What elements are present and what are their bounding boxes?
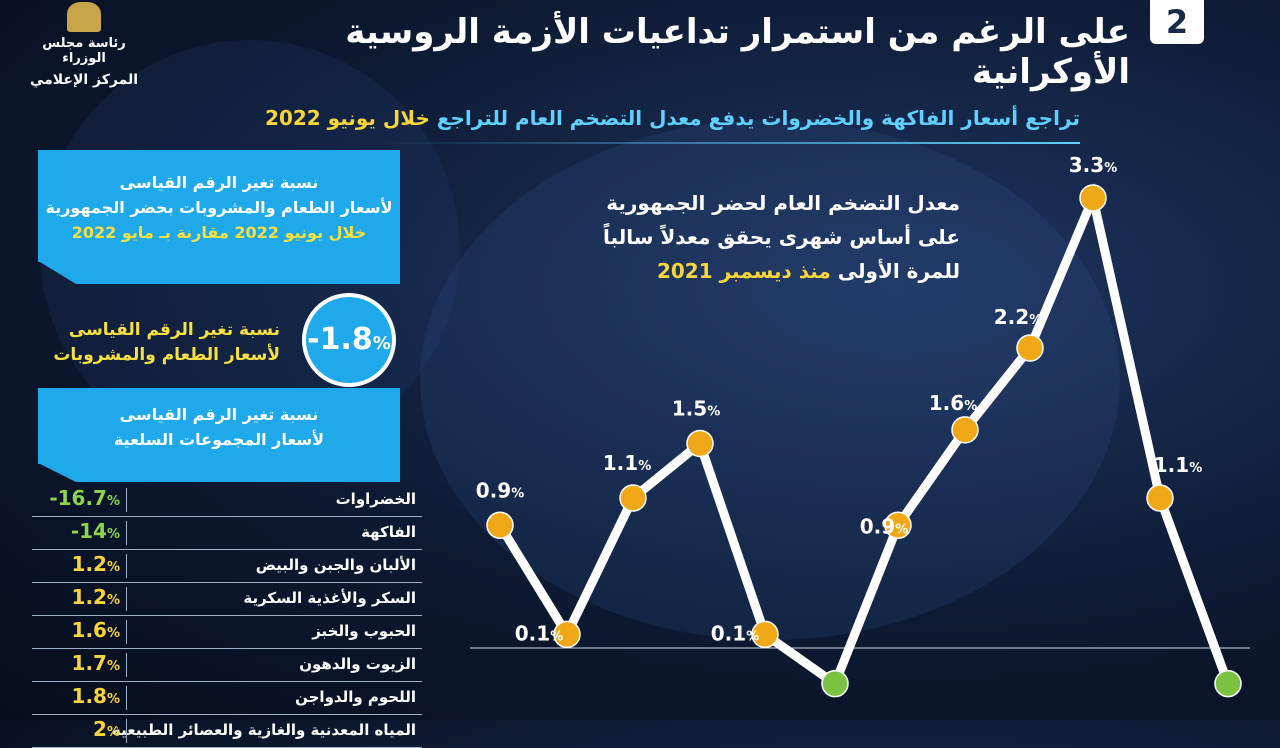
row-separator xyxy=(126,521,127,545)
food-label-line2: لأسعار الطعام والمشروبات xyxy=(53,345,280,365)
inflation-line-chart: 0.9%0.1%1.1%1.5%0.1%-0.1%0.9%1.6%2.2%3.3… xyxy=(470,153,1250,698)
commodity-value: 1.2% xyxy=(71,585,120,609)
food-change-value: -1.8 xyxy=(307,322,373,357)
row-separator xyxy=(126,653,127,677)
data-point xyxy=(486,511,514,540)
row-separator xyxy=(126,719,127,743)
table-row: الفاكهة -14% xyxy=(32,517,422,550)
box1-tail xyxy=(40,262,400,284)
commodity-value: 1.2% xyxy=(71,552,120,576)
box1-line3: خلال يونيو 2022 مقارنة بـ مايو 2022 xyxy=(71,223,367,242)
data-label: 0.9% xyxy=(476,478,524,502)
data-label: 0.1% xyxy=(515,621,563,645)
commodity-value: -14% xyxy=(70,519,120,543)
data-point xyxy=(751,620,779,649)
logo-line-media-center: المركز الإعلامي xyxy=(29,72,139,88)
box2-line1: نسبة تغير الرقم القياسى xyxy=(119,405,319,424)
data-point xyxy=(1214,669,1242,698)
commodity-name: الحبوب والخبز xyxy=(312,622,416,640)
data-point xyxy=(1016,334,1044,362)
series-line xyxy=(496,183,1233,691)
data-point xyxy=(1146,484,1174,512)
commodity-name: الفاكهة xyxy=(361,523,416,541)
commodity-name: المياه المعدنية والغازية والعصائر الطبيع… xyxy=(112,721,416,739)
subtitle-underline xyxy=(380,142,1080,144)
commodity-name: الألبان والجبن والبيض xyxy=(255,556,416,574)
data-label: 0.9% xyxy=(860,514,908,538)
table-row: الألبان والجبن والبيض 1.2% xyxy=(32,550,422,583)
eagle-emblem-icon xyxy=(67,2,101,32)
data-point xyxy=(884,511,912,540)
chart-description: معدل التضخم العام لحضر الجمهورية على أسا… xyxy=(580,186,960,288)
row-separator xyxy=(126,488,127,512)
row-separator xyxy=(126,554,127,578)
cabinet-logo: رئاسة مجلس الوزراء المركز الإعلامي xyxy=(28,0,140,92)
food-change-value-circle: -1.8% xyxy=(302,293,396,387)
commodity-groups-header-box: نسبة تغير الرقم القياسى لأسعار المجموعات… xyxy=(38,388,400,464)
data-label: 2.2% xyxy=(994,305,1042,329)
chart-desc-line3: للمرة الأولى منذ ديسمبر 2021 xyxy=(580,254,960,288)
box1-line2: لأسعار الطعام والمشروبات بحضر الجمهورية xyxy=(45,198,393,217)
chart-desc-line2: على أساس شهرى يحقق معدلاً سالباً xyxy=(603,225,960,249)
box2-tail xyxy=(40,464,400,482)
row-separator xyxy=(126,587,127,611)
box1-line1: نسبة تغير الرقم القياسى xyxy=(119,173,319,192)
data-point xyxy=(821,669,849,698)
data-label: 1.5% xyxy=(672,396,720,420)
data-label: 1.6% xyxy=(929,391,977,415)
subtitle: تراجع أسعار الفاكهة والخضروات يدفع معدل … xyxy=(200,106,1080,140)
commodity-name: الخضراوات xyxy=(335,490,416,508)
commodity-value: -16.7% xyxy=(49,486,120,510)
table-row: السكر والأغذية السكرية 1.2% xyxy=(32,583,422,616)
commodity-value: 1.6% xyxy=(71,618,120,642)
data-point xyxy=(686,429,714,458)
box2-line2: لأسعار المجموعات السلعية xyxy=(113,430,325,449)
row-separator xyxy=(126,686,127,710)
table-row: الخضراوات -16.7% xyxy=(32,484,422,517)
commodity-name: السكر والأغذية السكرية xyxy=(243,589,416,607)
subtitle-main: تراجع أسعار الفاكهة والخضروات يدفع معدل … xyxy=(436,106,1080,130)
data-point xyxy=(553,620,581,649)
table-row: الحبوب والخبز 1.6% xyxy=(32,616,422,649)
page-number-badge: 2 xyxy=(1150,0,1204,44)
data-label: 3.3% xyxy=(1069,153,1117,177)
commodity-name: الزيوت والدهون xyxy=(299,655,416,673)
commodity-value: 1.7% xyxy=(71,651,120,675)
data-label: 1.1% xyxy=(603,451,651,475)
main-title: على الرغم من استمرار تداعيات الأزمة الرو… xyxy=(345,12,1130,92)
commodity-name: اللحوم والدواجن xyxy=(295,688,416,706)
commodity-value: 2% xyxy=(93,717,120,741)
chart-desc-line3-white: للمرة الأولى xyxy=(837,259,960,283)
food-change-percent: % xyxy=(372,333,391,354)
food-index-header-box: نسبة تغير الرقم القياسى لأسعار الطعام وا… xyxy=(38,150,400,262)
data-label: 1.1% xyxy=(1154,453,1202,477)
table-row: اللحوم والدواجن 1.8% xyxy=(32,682,422,715)
table-row: الزيوت والدهون 1.7% xyxy=(32,649,422,682)
food-change-label: نسبة تغير الرقم القياسى لأسعار الطعام وا… xyxy=(40,318,280,368)
data-point xyxy=(951,416,979,444)
logo-line-cabinet: رئاسة مجلس الوزراء xyxy=(42,36,126,66)
row-separator xyxy=(126,620,127,644)
commodity-value: 1.8% xyxy=(71,684,120,708)
subtitle-period: خلال يونيو 2022 xyxy=(265,106,430,130)
chart-desc-line1: معدل التضخم العام لحضر الجمهورية xyxy=(606,191,960,215)
data-label: 0.1% xyxy=(711,621,759,645)
food-label-line1: نسبة تغير الرقم القياسى xyxy=(68,320,280,340)
chart-desc-line3-yellow: منذ ديسمبر 2021 xyxy=(656,259,831,283)
data-point xyxy=(619,484,647,512)
data-point xyxy=(1079,184,1107,212)
